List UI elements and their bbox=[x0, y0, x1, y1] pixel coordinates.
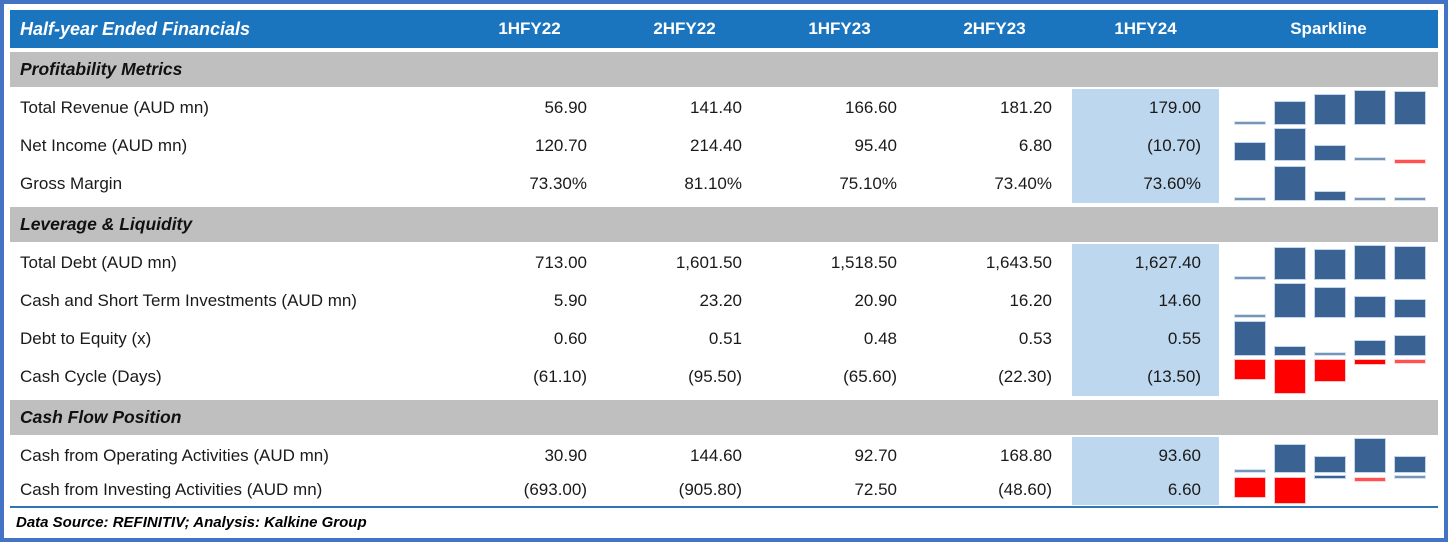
sparkline-cash-sti bbox=[1219, 282, 1438, 320]
row-label: Cash and Short Term Investments (AUD mn) bbox=[20, 291, 357, 310]
value-cell: 73.30% bbox=[529, 174, 587, 193]
footer-divider: Data Source: REFINITIV; Analysis: Kalkin… bbox=[10, 506, 1438, 536]
value-cell: (48.60) bbox=[998, 480, 1052, 499]
value-cell: (95.50) bbox=[688, 367, 742, 386]
row-label: Total Revenue (AUD mn) bbox=[20, 98, 209, 117]
value-cell: (693.00) bbox=[523, 480, 587, 499]
value-cell-current: (10.70) bbox=[1072, 127, 1219, 165]
sparkline-gross-margin bbox=[1219, 165, 1438, 203]
value-cell-current: 1,627.40 bbox=[1072, 244, 1219, 282]
sparkline-net-income bbox=[1219, 127, 1438, 165]
value-cell: 713.00 bbox=[535, 253, 587, 272]
value-cell: 0.51 bbox=[708, 329, 742, 348]
row-label: Gross Margin bbox=[20, 174, 123, 193]
value-cell: 1,518.50 bbox=[830, 253, 897, 272]
section-title: Profitability Metrics bbox=[20, 59, 183, 79]
value-cell: (65.60) bbox=[843, 367, 897, 386]
row-label: Cash from Operating Activities (AUD mn) bbox=[20, 446, 329, 465]
value-cell: 75.10% bbox=[839, 174, 897, 193]
row-label: Total Debt (AUD mn) bbox=[20, 253, 177, 272]
table-row-cash-investing: Cash from Investing Activities (AUD mn) … bbox=[10, 475, 1438, 505]
value-cell: 5.90 bbox=[553, 291, 587, 310]
table-row-debt-to-equity: Debt to Equity (x) 0.60 0.51 0.48 0.53 0… bbox=[10, 320, 1438, 358]
column-header-sparkline: Sparkline bbox=[1290, 19, 1367, 38]
sparkline-debt-to-equity bbox=[1219, 320, 1438, 358]
value-cell: 120.70 bbox=[535, 136, 587, 155]
value-cell: 214.40 bbox=[690, 136, 742, 155]
row-label: Net Income (AUD mn) bbox=[20, 136, 188, 155]
value-cell-current: 179.00 bbox=[1072, 89, 1219, 127]
sparkline-total-revenue bbox=[1219, 89, 1438, 127]
value-cell-current: (13.50) bbox=[1072, 358, 1219, 396]
value-cell: 0.53 bbox=[1018, 329, 1052, 348]
section-title: Cash Flow Position bbox=[20, 407, 182, 427]
value-cell: (905.80) bbox=[678, 480, 742, 499]
table-header-row: Half-year Ended Financials 1HFY22 2HFY22… bbox=[10, 10, 1438, 48]
sparkline-total-debt bbox=[1219, 244, 1438, 282]
section-title: Leverage & Liquidity bbox=[20, 214, 193, 234]
table-row-total-revenue: Total Revenue (AUD mn) 56.90 141.40 166.… bbox=[10, 89, 1438, 127]
section-header-cash-flow: Cash Flow Position bbox=[10, 400, 1438, 435]
table-row-cash-sti: Cash and Short Term Investments (AUD mn)… bbox=[10, 282, 1438, 320]
table-row-cash-cycle: Cash Cycle (Days) (61.10) (95.50) (65.60… bbox=[10, 358, 1438, 396]
column-header-2hfy23: 2HFY23 bbox=[963, 19, 1026, 38]
column-header-1hfy24: 1HFY24 bbox=[1114, 19, 1177, 38]
value-cell-current: 93.60 bbox=[1072, 437, 1219, 475]
value-cell-current: 6.60 bbox=[1072, 475, 1219, 505]
row-label: Debt to Equity (x) bbox=[20, 329, 152, 348]
row-label: Cash Cycle (Days) bbox=[20, 367, 162, 386]
value-cell-current: 14.60 bbox=[1072, 282, 1219, 320]
column-header-2hfy22: 2HFY22 bbox=[653, 19, 716, 38]
value-cell: 16.20 bbox=[1009, 291, 1052, 310]
column-header-1hfy23: 1HFY23 bbox=[808, 19, 871, 38]
row-label: Cash from Investing Activities (AUD mn) bbox=[20, 480, 323, 499]
value-cell: 81.10% bbox=[684, 174, 742, 193]
data-source-note: Data Source: REFINITIV; Analysis: Kalkin… bbox=[16, 513, 367, 531]
value-cell: 6.80 bbox=[1018, 136, 1052, 155]
section-header-profitability: Profitability Metrics bbox=[10, 52, 1438, 87]
value-cell: 1,601.50 bbox=[675, 253, 742, 272]
value-cell: 30.90 bbox=[544, 446, 587, 465]
table-row-total-debt: Total Debt (AUD mn) 713.00 1,601.50 1,51… bbox=[10, 244, 1438, 282]
sparkline-cash-operating bbox=[1219, 437, 1438, 475]
financials-table: Half-year Ended Financials 1HFY22 2HFY22… bbox=[4, 4, 1444, 538]
sparkline-cash-investing bbox=[1219, 475, 1438, 505]
value-cell: 73.40% bbox=[994, 174, 1052, 193]
value-cell: 56.90 bbox=[544, 98, 587, 117]
value-cell: 168.80 bbox=[1000, 446, 1052, 465]
value-cell: 181.20 bbox=[1000, 98, 1052, 117]
value-cell: 72.50 bbox=[854, 480, 897, 499]
value-cell: 0.60 bbox=[553, 329, 587, 348]
value-cell: (61.10) bbox=[533, 367, 587, 386]
table-title: Half-year Ended Financials bbox=[20, 18, 251, 39]
value-cell: 0.48 bbox=[863, 329, 897, 348]
table-row-cash-operating: Cash from Operating Activities (AUD mn) … bbox=[10, 437, 1438, 475]
value-cell: 1,643.50 bbox=[985, 253, 1052, 272]
value-cell: 20.90 bbox=[854, 291, 897, 310]
table-row-gross-margin: Gross Margin 73.30% 81.10% 75.10% 73.40%… bbox=[10, 165, 1438, 203]
sparkline-cash-cycle bbox=[1219, 358, 1438, 396]
value-cell: 144.60 bbox=[690, 446, 742, 465]
value-cell: 92.70 bbox=[854, 446, 897, 465]
value-cell: (22.30) bbox=[998, 367, 1052, 386]
value-cell: 23.20 bbox=[699, 291, 742, 310]
value-cell-current: 73.60% bbox=[1072, 165, 1219, 203]
column-header-1hfy22: 1HFY22 bbox=[498, 19, 561, 38]
value-cell: 141.40 bbox=[690, 98, 742, 117]
value-cell: 166.60 bbox=[845, 98, 897, 117]
section-header-leverage: Leverage & Liquidity bbox=[10, 207, 1438, 242]
table-row-net-income: Net Income (AUD mn) 120.70 214.40 95.40 … bbox=[10, 127, 1438, 165]
value-cell: 95.40 bbox=[854, 136, 897, 155]
value-cell-current: 0.55 bbox=[1072, 320, 1219, 358]
